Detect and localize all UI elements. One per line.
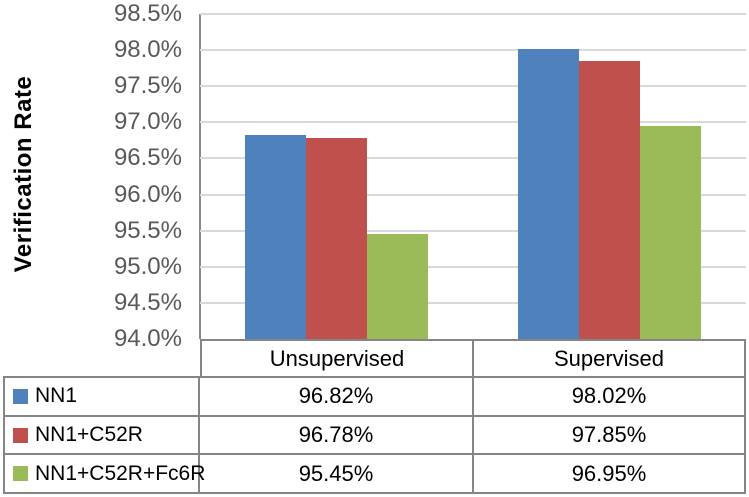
y-tick-label: 96.0%	[113, 180, 182, 208]
value-nn1-supervised: 98.02%	[472, 378, 744, 415]
y-tick-label: 97.0%	[113, 108, 182, 136]
legend-label-nn1-c52r-fc6r: NN1+C52R+Fc6R	[35, 461, 206, 485]
gridline	[200, 229, 746, 232]
y-tick-label: 98.0%	[113, 36, 182, 64]
gridline	[200, 157, 746, 160]
legend-swatch-nn1-c52r-icon	[13, 427, 28, 443]
legend-label-nn1-c52r: NN1+C52R	[35, 423, 143, 446]
y-tick-label: 95.0%	[113, 252, 182, 280]
category-header-unsupervised: Unsupervised	[269, 345, 405, 371]
gridline	[200, 193, 746, 196]
value-nn1-c52r-fc6r-unsupervised: 95.45%	[298, 460, 374, 486]
bar-nn1-supervised	[518, 48, 579, 339]
y-tick-label: 94.5%	[113, 288, 182, 316]
category-header-row: Unsupervised Supervised	[200, 339, 746, 378]
legend-item-nn1-c52r-fc6r: NN1+C52R+Fc6R	[5, 455, 205, 493]
y-tick-label: 96.5%	[113, 144, 182, 172]
legend-item-nn1: NN1	[5, 378, 200, 415]
gridline	[200, 85, 746, 88]
legend-swatch-nn1-icon	[13, 388, 28, 404]
table-row-nn1-c52r-fc6r: NN1+C52R+Fc6R 95.45% 96.95%	[5, 453, 744, 493]
y-axis-ticks: 94.0% 94.5% 95.0% 95.5% 96.0% 96.5% 97.0% 97.5%…	[0, 0, 190, 360]
category-header-supervised: Supervised	[472, 341, 744, 376]
value-nn1-c52r-supervised: 97.85%	[472, 416, 744, 454]
bar-nn1-c52r-unsupervised	[306, 138, 367, 339]
bar-nn1-unsupervised	[245, 135, 306, 339]
table-row-nn1: NN1 96.82% 98.02%	[5, 378, 744, 415]
y-tick-label: 97.5%	[113, 72, 182, 100]
data-table: NN1 96.82% 98.02% NN1+C52R 96.78% 97.85%…	[3, 376, 746, 494]
y-tick-label: 94.0%	[113, 325, 182, 352]
value-nn1-c52r-fc6r-supervised: 96.95%	[472, 455, 744, 493]
gridline	[200, 265, 746, 268]
gridline	[200, 49, 746, 52]
value-nn1-c52r-unsupervised: 96.78%	[298, 422, 374, 447]
y-tick-label: 95.5%	[113, 216, 182, 244]
y-axis-line	[199, 14, 201, 339]
legend-label-nn1: NN1	[35, 384, 78, 408]
bar-nn1-c52r-fc6r-unsupervised	[367, 234, 428, 339]
gridline	[200, 13, 746, 15]
legend-swatch-nn1-c52r-fc6r-icon	[13, 466, 28, 482]
gridline	[200, 301, 746, 304]
bar-nn1-c52r-supervised	[579, 60, 640, 339]
legend-item-nn1-c52r: NN1+C52R	[5, 416, 200, 454]
value-nn1-unsupervised: 96.82%	[298, 383, 374, 409]
gridline	[200, 121, 746, 124]
bar-nn1-c52r-fc6r-supervised	[640, 125, 701, 339]
y-tick-label: 98.5%	[113, 0, 182, 27]
table-row-nn1-c52r: NN1+C52R 96.78% 97.85%	[5, 414, 744, 454]
plot-area	[199, 13, 746, 339]
